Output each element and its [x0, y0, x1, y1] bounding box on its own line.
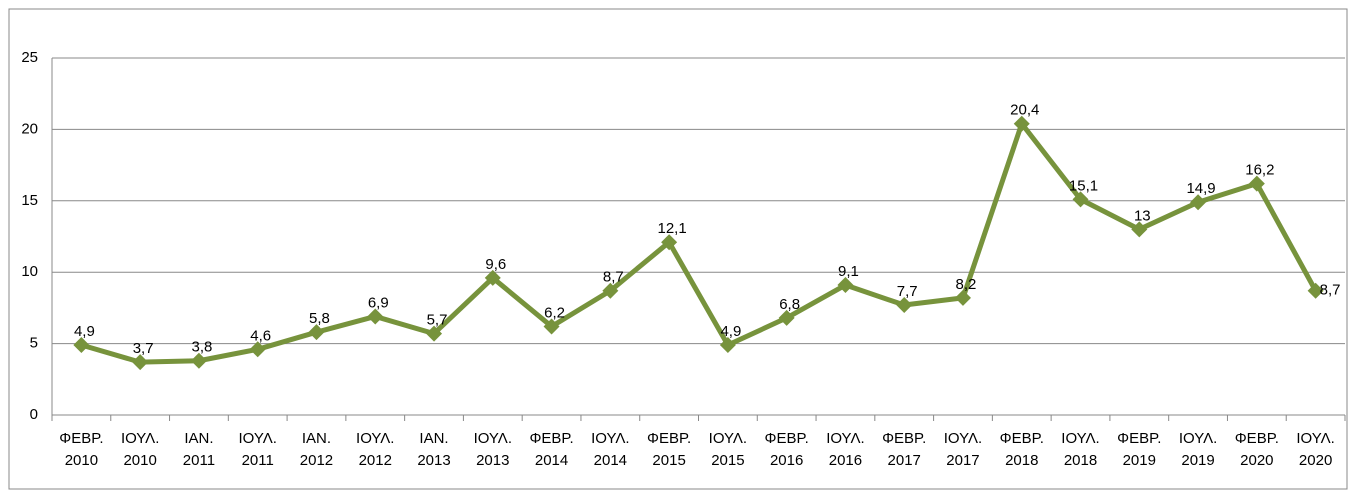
data-label: 3,8 — [192, 339, 213, 356]
x-tick-label: ΙΟΥΛ. 2012 — [356, 430, 394, 469]
x-tick-label: ΙΟΥΛ. 2017 — [944, 430, 982, 469]
data-point — [837, 277, 854, 294]
data-label: 5,8 — [309, 310, 330, 327]
data-label: 6,2 — [544, 304, 565, 321]
data-line — [80, 121, 1318, 365]
x-tick-label: ΙΟΥΛ. 2011 — [238, 430, 276, 469]
x-tick-label: ΦΕΒΡ. 2014 — [529, 430, 573, 469]
data-point — [1072, 191, 1089, 208]
data-point — [132, 354, 149, 371]
y-tick-label: 0 — [30, 406, 38, 423]
y-tick-label: 10 — [21, 263, 38, 280]
x-tick-label: ΙΑΝ. 2012 — [300, 430, 333, 469]
data-point — [778, 309, 795, 326]
data-point — [1190, 194, 1207, 211]
data-point — [426, 325, 443, 342]
x-tick-label: ΙΟΥΛ. 2016 — [826, 430, 864, 469]
x-tick-label: ΦΕΒΡ. 2015 — [647, 430, 691, 469]
x-tick-label: ΙΟΥΛ. 2010 — [121, 430, 159, 469]
data-point — [484, 269, 501, 286]
x-tick-label: ΙΟΥΛ. 2013 — [474, 430, 512, 469]
data-point — [954, 289, 971, 306]
data-point — [249, 341, 266, 358]
data-point — [896, 297, 913, 314]
data-label: 16,2 — [1245, 162, 1274, 179]
data-point — [1307, 282, 1324, 299]
data-label: 4,9 — [720, 323, 741, 340]
data-point — [308, 324, 325, 341]
x-tick-label: ΦΕΒΡ. 2010 — [59, 430, 103, 469]
data-label: 5,7 — [427, 312, 448, 329]
data-label: 7,7 — [897, 283, 918, 300]
data-point — [543, 318, 560, 335]
x-tick-label: ΙΟΥΛ. 2015 — [709, 430, 747, 469]
x-tick-label: ΙΟΥΛ. 2020 — [1296, 430, 1334, 469]
data-label: 8,7 — [603, 269, 624, 286]
y-tick-label: 25 — [21, 49, 38, 66]
data-point — [190, 352, 207, 369]
x-tick-label: ΙΟΥΛ. 2018 — [1061, 430, 1099, 469]
x-tick-label: ΦΕΒΡ. 2016 — [765, 430, 809, 469]
data-point — [1248, 175, 1265, 192]
x-tick-label: ΙΑΝ. 2011 — [183, 430, 215, 469]
data-point — [367, 308, 384, 325]
data-point — [1131, 221, 1148, 238]
x-tick-label: ΙΟΥΛ. 2014 — [591, 430, 629, 469]
x-tick-label: ΙΟΥΛ. 2019 — [1179, 430, 1217, 469]
x-tick-label: ΦΕΒΡ. 2020 — [1235, 430, 1279, 469]
x-tick-label: ΙΑΝ. 2013 — [417, 430, 450, 469]
data-label: 13 — [1134, 207, 1151, 224]
data-label: 20,4 — [1010, 102, 1039, 119]
data-label: 9,1 — [838, 263, 859, 280]
data-label: 6,9 — [368, 294, 389, 311]
data-point — [73, 337, 90, 354]
data-label: 4,9 — [74, 323, 95, 340]
data-point — [719, 337, 736, 354]
data-point — [1013, 115, 1030, 132]
x-tick-label: ΦΕΒΡ. 2017 — [882, 430, 926, 469]
data-label: 14,9 — [1186, 180, 1215, 197]
data-label: 9,6 — [485, 256, 506, 273]
data-label: 12,1 — [658, 220, 687, 237]
data-label: 8,7 — [1320, 282, 1341, 299]
data-label: 3,7 — [133, 340, 154, 357]
data-label: 8,2 — [956, 276, 977, 293]
chart-border — [8, 8, 1348, 490]
data-label: 4,6 — [250, 327, 271, 344]
data-label: 6,8 — [779, 296, 800, 313]
x-tick-label: ΦΕΒΡ. 2019 — [1117, 430, 1161, 469]
data-point — [661, 234, 678, 251]
x-tick-label: ΦΕΒΡ. 2018 — [1000, 430, 1044, 469]
y-tick-label: 20 — [21, 120, 38, 137]
y-tick-label: 15 — [21, 192, 38, 209]
data-point — [602, 282, 619, 299]
y-tick-label: 5 — [30, 335, 38, 352]
data-label: 15,1 — [1069, 177, 1098, 194]
